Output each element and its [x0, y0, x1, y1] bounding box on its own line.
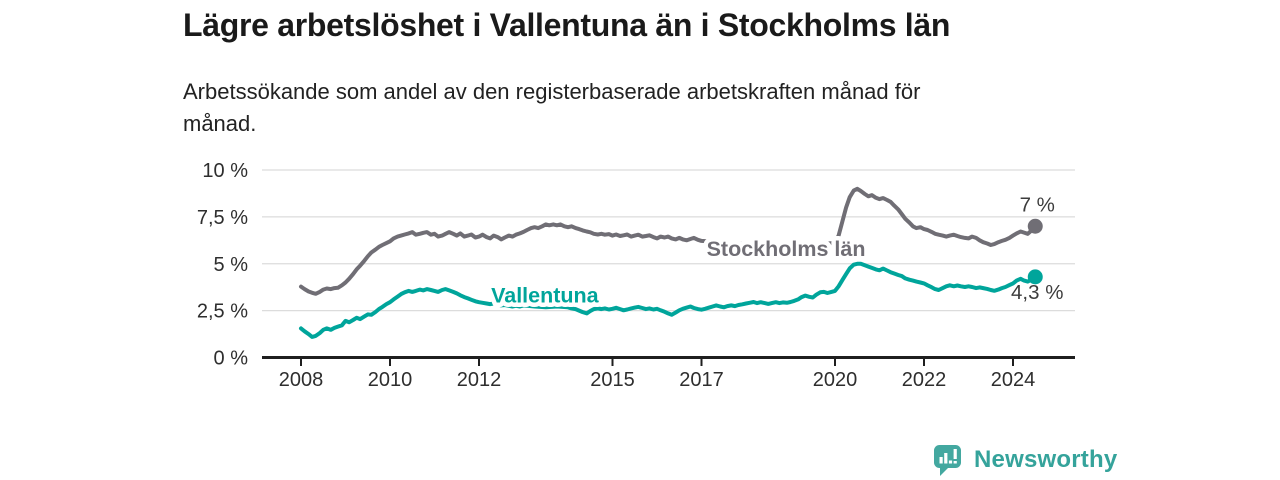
x-tick-label: 2022	[902, 369, 947, 391]
x-tick-label: 2024	[991, 369, 1036, 391]
x-tick-label: 2020	[813, 369, 858, 391]
page-title: Lägre arbetslöshet i Vallentuna än i Sto…	[183, 7, 951, 43]
end-dot-stockholms-län	[1027, 218, 1043, 234]
x-tick-label: 2010	[368, 369, 413, 391]
end-value-label: 4,3 %	[1011, 281, 1063, 304]
y-tick-label: 5 %	[214, 254, 249, 276]
x-tick-label: 2008	[279, 369, 324, 391]
x-tick-label: 2015	[590, 369, 635, 391]
newsworthy-logo: Newsworthy	[933, 441, 1117, 479]
y-tick-label: 0 %	[214, 348, 249, 370]
y-tick-label: 10 %	[202, 160, 248, 182]
end-value-label: 7 %	[1020, 193, 1055, 216]
subtitle-line-1: Arbetssökande som andel av den registerb…	[183, 79, 921, 104]
bar-chart-speech-bubble-icon	[934, 444, 961, 476]
brand-name: Newsworthy	[974, 446, 1118, 473]
series-line-vallentuna	[299, 261, 1038, 339]
x-tick-label: 2012	[457, 369, 502, 391]
series-label-vallentuna: Vallentuna	[491, 284, 600, 308]
series-label-stockholms-län: Stockholms län	[707, 237, 866, 261]
y-tick-label: 7,5 %	[197, 207, 248, 229]
subtitle-line-2: månad.	[183, 110, 257, 136]
y-tick-label: 2,5 %	[197, 301, 248, 323]
end-dot-vallentuna	[1027, 269, 1043, 285]
chart-subtitle: Arbetssökande som andel av den registerb…	[183, 76, 1023, 140]
series-line-stockholms-län	[299, 186, 1038, 296]
x-tick-label: 2017	[679, 369, 724, 391]
